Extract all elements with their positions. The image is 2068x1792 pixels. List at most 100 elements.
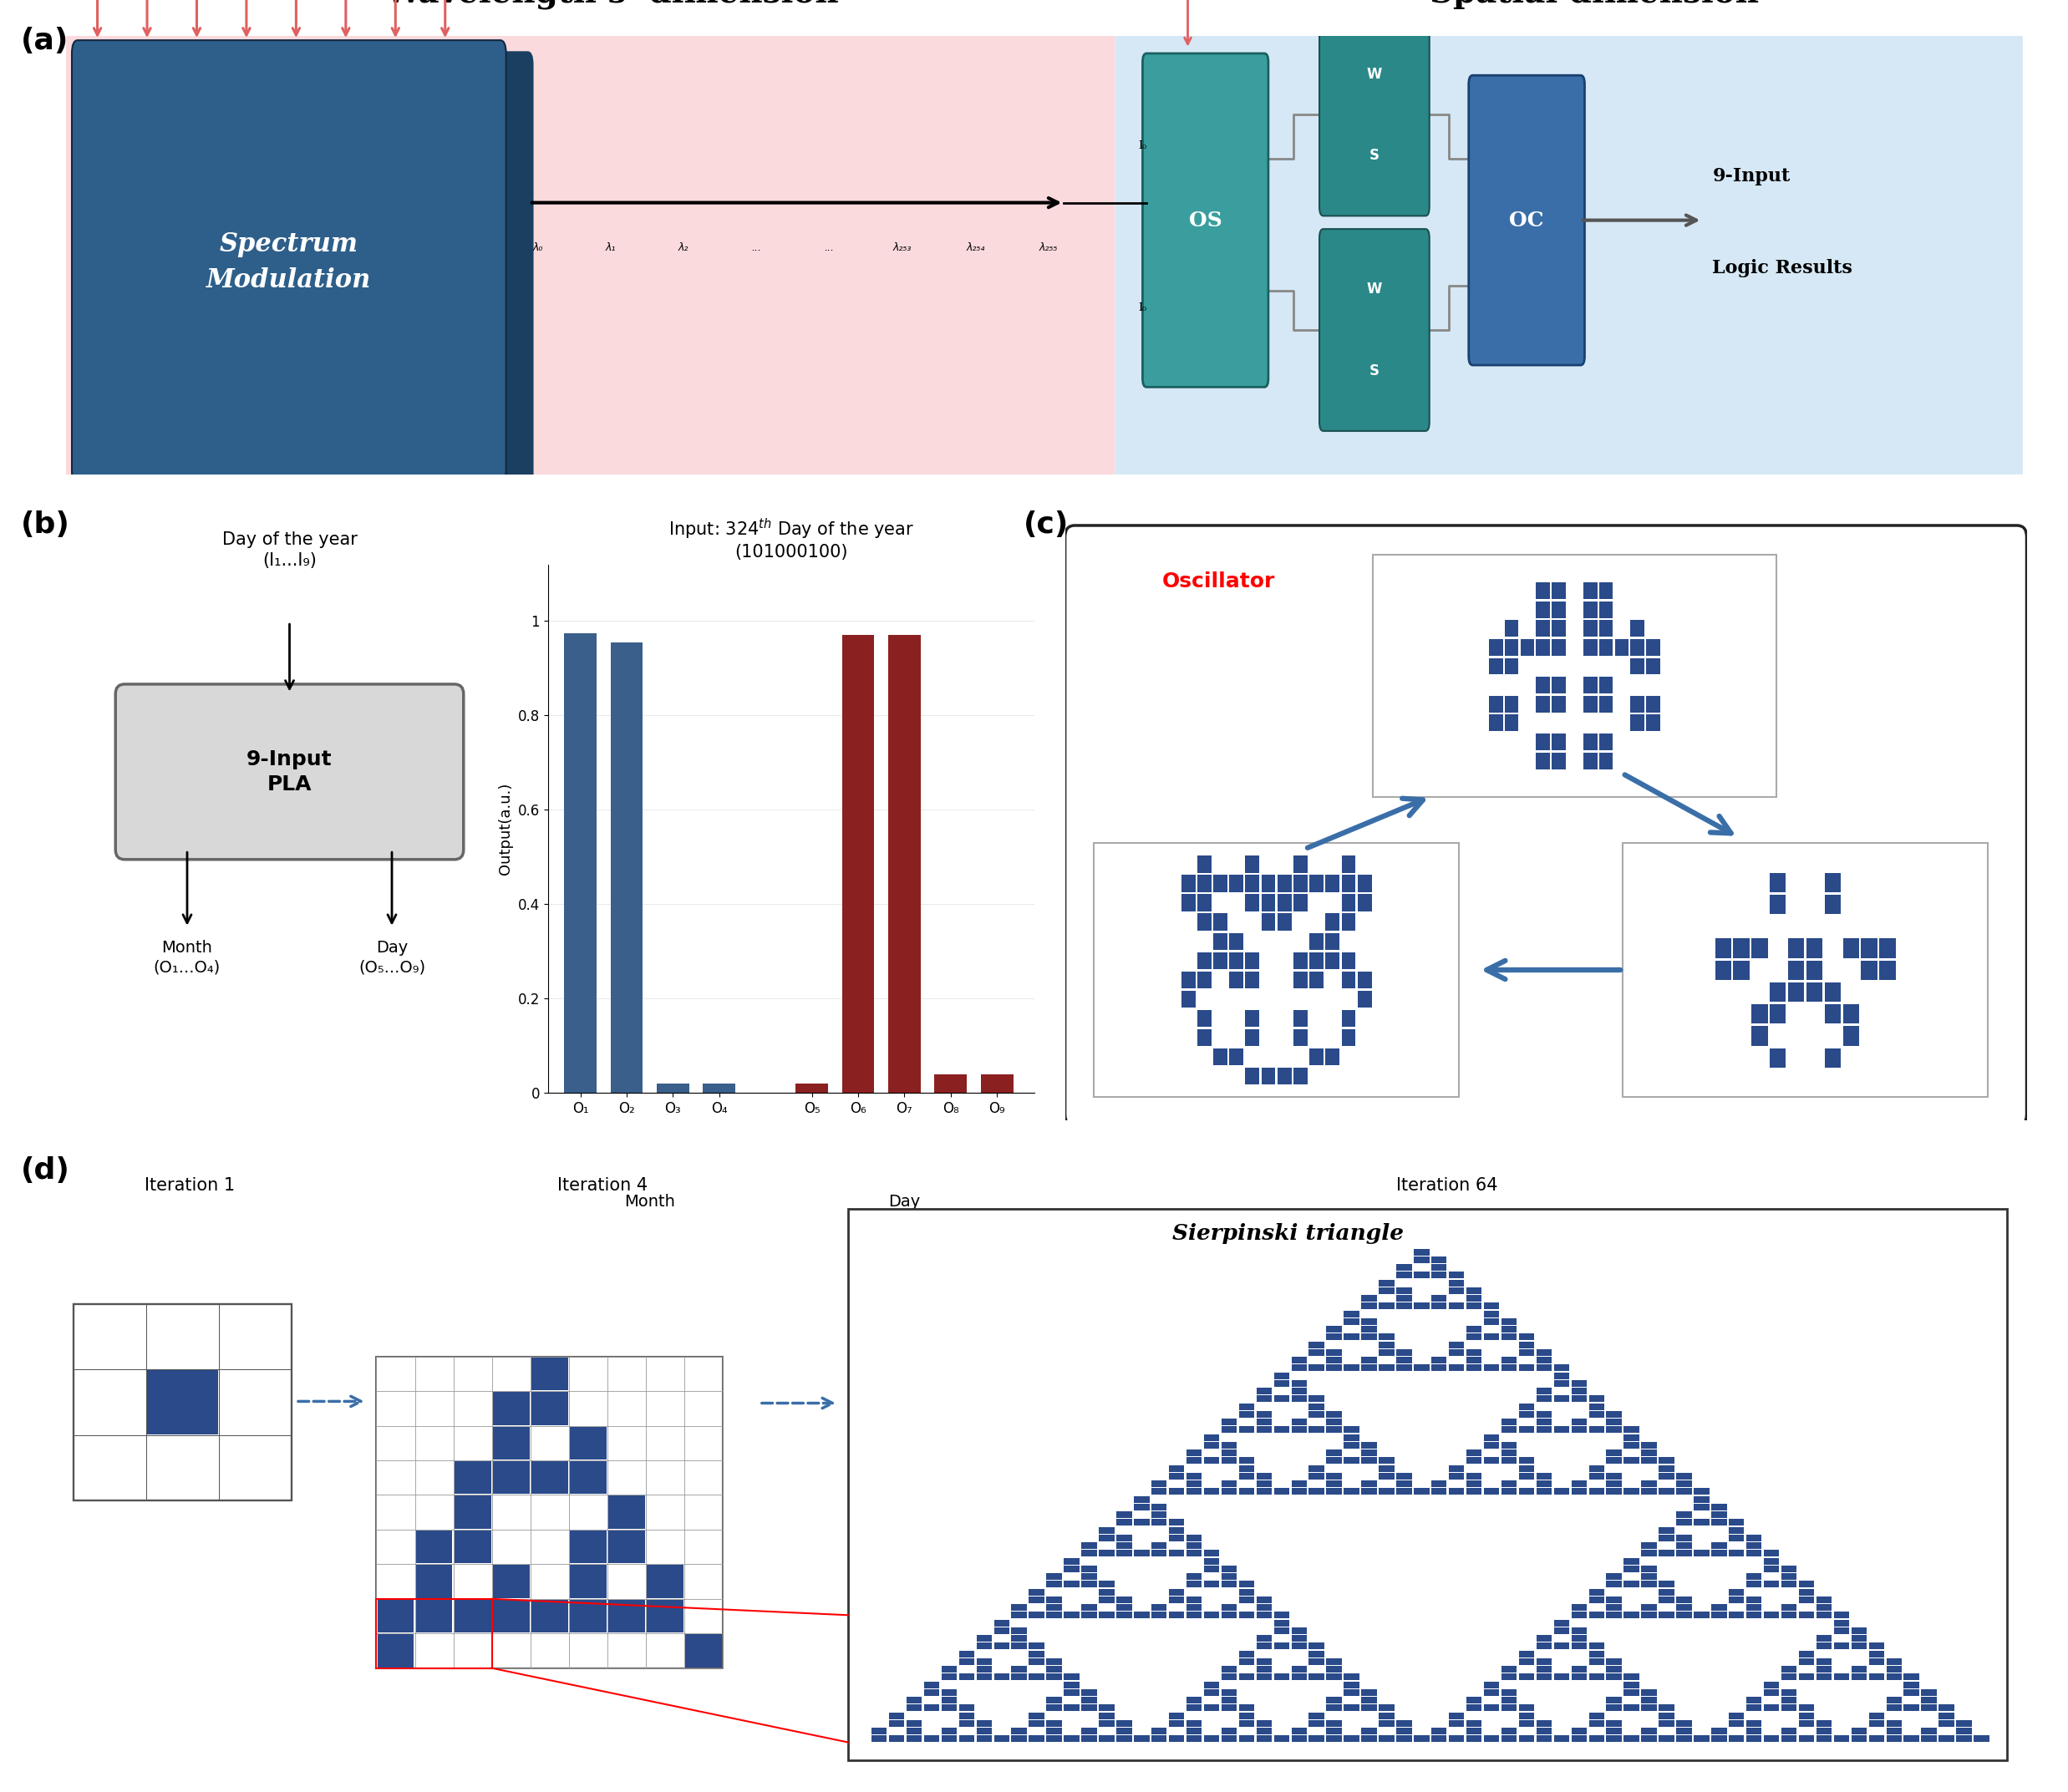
Bar (1752, 939, 1768, 959)
Bar (889, 636, 920, 1093)
Bar (1239, 1403, 1255, 1410)
Bar (1886, 1704, 1903, 1711)
Bar (1168, 1473, 1185, 1480)
Bar (1257, 1487, 1272, 1495)
Bar (1843, 1027, 1859, 1045)
Bar (1046, 1727, 1061, 1735)
Bar (1290, 1487, 1307, 1495)
Bar (1046, 1611, 1061, 1618)
Bar (995, 1735, 1009, 1742)
Bar (416, 1530, 453, 1563)
Bar (1659, 1527, 1675, 1534)
Bar (1518, 1674, 1534, 1681)
Bar (1222, 1697, 1237, 1704)
Bar (1466, 1287, 1483, 1294)
Bar (1584, 733, 1596, 751)
Text: (c): (c) (1024, 511, 1069, 539)
Bar (1239, 1473, 1255, 1480)
Bar (1745, 1704, 1762, 1711)
Bar (1326, 1704, 1342, 1711)
Bar (1396, 1727, 1412, 1735)
FancyBboxPatch shape (1319, 229, 1429, 430)
Bar (1222, 1704, 1237, 1711)
FancyBboxPatch shape (1142, 54, 1268, 387)
Bar (1599, 695, 1613, 713)
Bar (1152, 1604, 1166, 1611)
Bar (1379, 1457, 1394, 1464)
Bar (1537, 1735, 1551, 1742)
Bar (1572, 1727, 1586, 1735)
Bar (1309, 1466, 1324, 1471)
Bar (1292, 894, 1307, 912)
Text: Wavelength’s  dimension: Wavelength’s dimension (385, 0, 840, 9)
Bar (1588, 1643, 1605, 1650)
Bar (1239, 1597, 1255, 1604)
Bar (1326, 1720, 1342, 1727)
Bar (1677, 1735, 1692, 1742)
Bar (1905, 1690, 1919, 1695)
Bar (1501, 1443, 1516, 1448)
Bar (1117, 1543, 1131, 1548)
Bar (1245, 1009, 1259, 1027)
Bar (1292, 1068, 1307, 1084)
Bar (1677, 1550, 1692, 1557)
Bar (1046, 1597, 1061, 1604)
Bar (1152, 1520, 1166, 1527)
Bar (1623, 1674, 1640, 1681)
Bar (796, 1084, 827, 1093)
Bar (1869, 1713, 1884, 1719)
Bar (1098, 1590, 1115, 1595)
Bar (1677, 1597, 1692, 1604)
Bar (1623, 1681, 1640, 1688)
Bar (1553, 1620, 1570, 1627)
Bar (1379, 1303, 1394, 1310)
Bar (1506, 658, 1518, 674)
Bar (1152, 1511, 1166, 1518)
Bar (1572, 1426, 1586, 1434)
Bar (1659, 1704, 1675, 1711)
Bar (1588, 1611, 1605, 1618)
Bar (1222, 1573, 1237, 1581)
Text: Month: Month (625, 1193, 676, 1210)
Bar (1290, 1380, 1307, 1387)
Bar (1466, 1450, 1483, 1457)
Bar (1940, 1720, 1954, 1727)
Bar (647, 1600, 685, 1633)
FancyBboxPatch shape (99, 52, 534, 495)
Bar (960, 1735, 974, 1742)
Bar (1396, 1487, 1412, 1495)
Bar (1607, 1410, 1621, 1417)
Bar (1290, 1674, 1307, 1681)
Bar (1646, 640, 1661, 656)
Bar (1344, 1319, 1359, 1324)
Bar (1729, 1735, 1743, 1742)
Bar (1228, 934, 1243, 950)
Bar (941, 1697, 957, 1704)
Bar (1222, 1690, 1237, 1695)
Text: 9-Input
PLA: 9-Input PLA (246, 749, 333, 794)
Bar (1584, 640, 1596, 656)
Bar (1309, 1349, 1324, 1357)
Bar (1431, 1480, 1448, 1487)
Bar (1361, 1303, 1377, 1310)
Text: Month
(O₁...O₄): Month (O₁...O₄) (153, 939, 221, 975)
Bar (1921, 1690, 1938, 1695)
Bar (1326, 1364, 1342, 1371)
Bar (1659, 1550, 1675, 1557)
Bar (1396, 1473, 1412, 1480)
Bar (1239, 1735, 1255, 1742)
Bar (1789, 939, 1803, 959)
Bar (1789, 961, 1803, 980)
Bar (1485, 1303, 1499, 1310)
Bar (1030, 1643, 1044, 1650)
Bar (1834, 1643, 1849, 1650)
Bar (1309, 1403, 1324, 1410)
Bar (1816, 1634, 1832, 1641)
Bar (1466, 1349, 1483, 1357)
Bar (1834, 1735, 1849, 1742)
FancyBboxPatch shape (1319, 14, 1429, 215)
Bar (1869, 1735, 1884, 1742)
Bar (1257, 1735, 1272, 1742)
Bar (1309, 934, 1324, 950)
Bar (1450, 1735, 1464, 1742)
